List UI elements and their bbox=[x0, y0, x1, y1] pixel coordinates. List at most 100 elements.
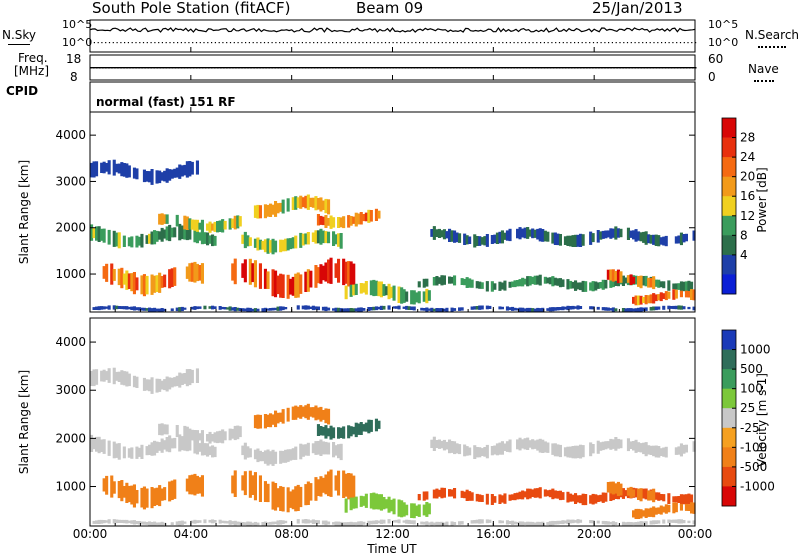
echo-cell bbox=[480, 519, 484, 524]
echo-cell bbox=[465, 489, 469, 501]
echo-cell bbox=[480, 495, 484, 502]
echo-cell bbox=[168, 377, 172, 390]
echo-cell bbox=[485, 305, 489, 310]
echo-cell bbox=[637, 295, 641, 306]
echo-cell bbox=[294, 446, 298, 460]
echo-cell bbox=[652, 506, 656, 518]
echo-cell bbox=[337, 307, 341, 312]
echo-cell bbox=[546, 277, 550, 284]
echo-cell bbox=[198, 443, 202, 452]
echo-cell bbox=[195, 475, 199, 494]
echo-cell bbox=[208, 431, 212, 444]
echo-cell bbox=[334, 521, 338, 526]
echo-cell bbox=[642, 296, 646, 303]
echo-cell bbox=[662, 305, 666, 310]
colorbar-tick-label: 500 bbox=[740, 362, 763, 376]
echo-cell bbox=[117, 306, 121, 309]
echo-cell bbox=[634, 508, 638, 519]
echo-cell bbox=[548, 489, 552, 498]
echo-cell bbox=[117, 519, 121, 523]
echo-cell bbox=[664, 291, 668, 301]
echo-cell bbox=[221, 429, 225, 444]
echo-cell bbox=[533, 488, 537, 498]
noise-search-dot bbox=[377, 42, 379, 44]
colorbar-segment bbox=[722, 215, 736, 236]
noise-search-dot bbox=[354, 42, 356, 44]
echo-cell bbox=[238, 308, 242, 311]
echo-cell bbox=[180, 306, 184, 312]
colorbar-tick-label: 12 bbox=[740, 209, 755, 223]
echo-cell bbox=[485, 493, 489, 505]
echo-cell bbox=[296, 406, 300, 418]
echo-cell bbox=[175, 167, 179, 178]
noise-search-legend-line bbox=[758, 46, 786, 48]
noise-search-dot bbox=[362, 42, 364, 44]
echo-cell bbox=[269, 203, 273, 217]
echo-cell bbox=[359, 307, 363, 312]
echo-cell bbox=[198, 520, 202, 523]
echo-cell bbox=[135, 446, 139, 459]
nave-tick-0: 0 bbox=[708, 70, 716, 84]
echo-cell bbox=[498, 281, 502, 291]
echo-cell bbox=[546, 231, 550, 242]
echo-cell bbox=[609, 269, 613, 281]
echo-cell bbox=[626, 438, 630, 452]
echo-cell bbox=[168, 481, 172, 502]
echo-cell bbox=[337, 233, 341, 247]
echo-cell bbox=[200, 263, 204, 284]
echo-cell bbox=[178, 520, 182, 526]
echo-cell bbox=[316, 407, 320, 420]
echo-cell bbox=[601, 307, 605, 311]
echo-cell bbox=[437, 489, 441, 497]
echo-cell bbox=[594, 494, 598, 504]
echo-cell bbox=[629, 230, 633, 238]
echo-cell bbox=[468, 491, 472, 501]
echo-cell bbox=[200, 230, 204, 245]
echo-cell bbox=[140, 521, 144, 525]
echo-cell bbox=[563, 520, 567, 524]
noise-search-dot bbox=[260, 42, 262, 44]
echo-cell bbox=[256, 204, 260, 219]
echo-cell bbox=[674, 502, 678, 513]
echo-cell bbox=[440, 308, 444, 312]
noise-search-dot bbox=[528, 42, 530, 44]
echo-cell bbox=[533, 308, 537, 312]
echo-cell bbox=[526, 227, 530, 239]
echo-cell bbox=[611, 439, 615, 449]
noise-search-dot bbox=[475, 42, 477, 44]
noise-search-dot bbox=[313, 42, 315, 44]
echo-cell bbox=[301, 519, 305, 524]
echo-cell bbox=[208, 235, 212, 244]
echo-cell bbox=[311, 407, 315, 418]
echo-cell bbox=[122, 163, 126, 177]
echo-cell bbox=[591, 281, 595, 292]
echo-cell bbox=[589, 495, 593, 504]
echo-cell bbox=[498, 494, 502, 504]
echo-cell bbox=[667, 519, 671, 524]
echo-cell bbox=[362, 283, 366, 293]
echo-cell bbox=[420, 307, 424, 311]
echo-cell bbox=[513, 493, 517, 501]
echo-cell bbox=[314, 441, 318, 455]
colorbar-segment bbox=[722, 254, 736, 275]
echo-cell bbox=[316, 306, 320, 311]
colorbar-segment bbox=[722, 408, 736, 429]
echo-cell bbox=[374, 280, 378, 296]
echo-cell bbox=[450, 276, 454, 284]
echo-cell bbox=[352, 308, 356, 312]
echo-cell bbox=[379, 281, 383, 298]
echo-cell bbox=[644, 307, 648, 311]
echo-cell bbox=[153, 230, 157, 245]
echo-cell bbox=[349, 308, 353, 312]
echo-cell bbox=[178, 164, 182, 179]
echo-cell bbox=[256, 237, 260, 251]
noise-search-dot bbox=[237, 42, 239, 44]
echo-cell bbox=[314, 230, 318, 244]
echo-cell bbox=[354, 212, 358, 227]
echo-cell bbox=[599, 231, 603, 240]
echo-cell bbox=[206, 232, 210, 246]
colorbar-segment bbox=[722, 196, 736, 217]
noise-search-dot bbox=[282, 42, 284, 44]
echo-cell bbox=[100, 228, 104, 241]
